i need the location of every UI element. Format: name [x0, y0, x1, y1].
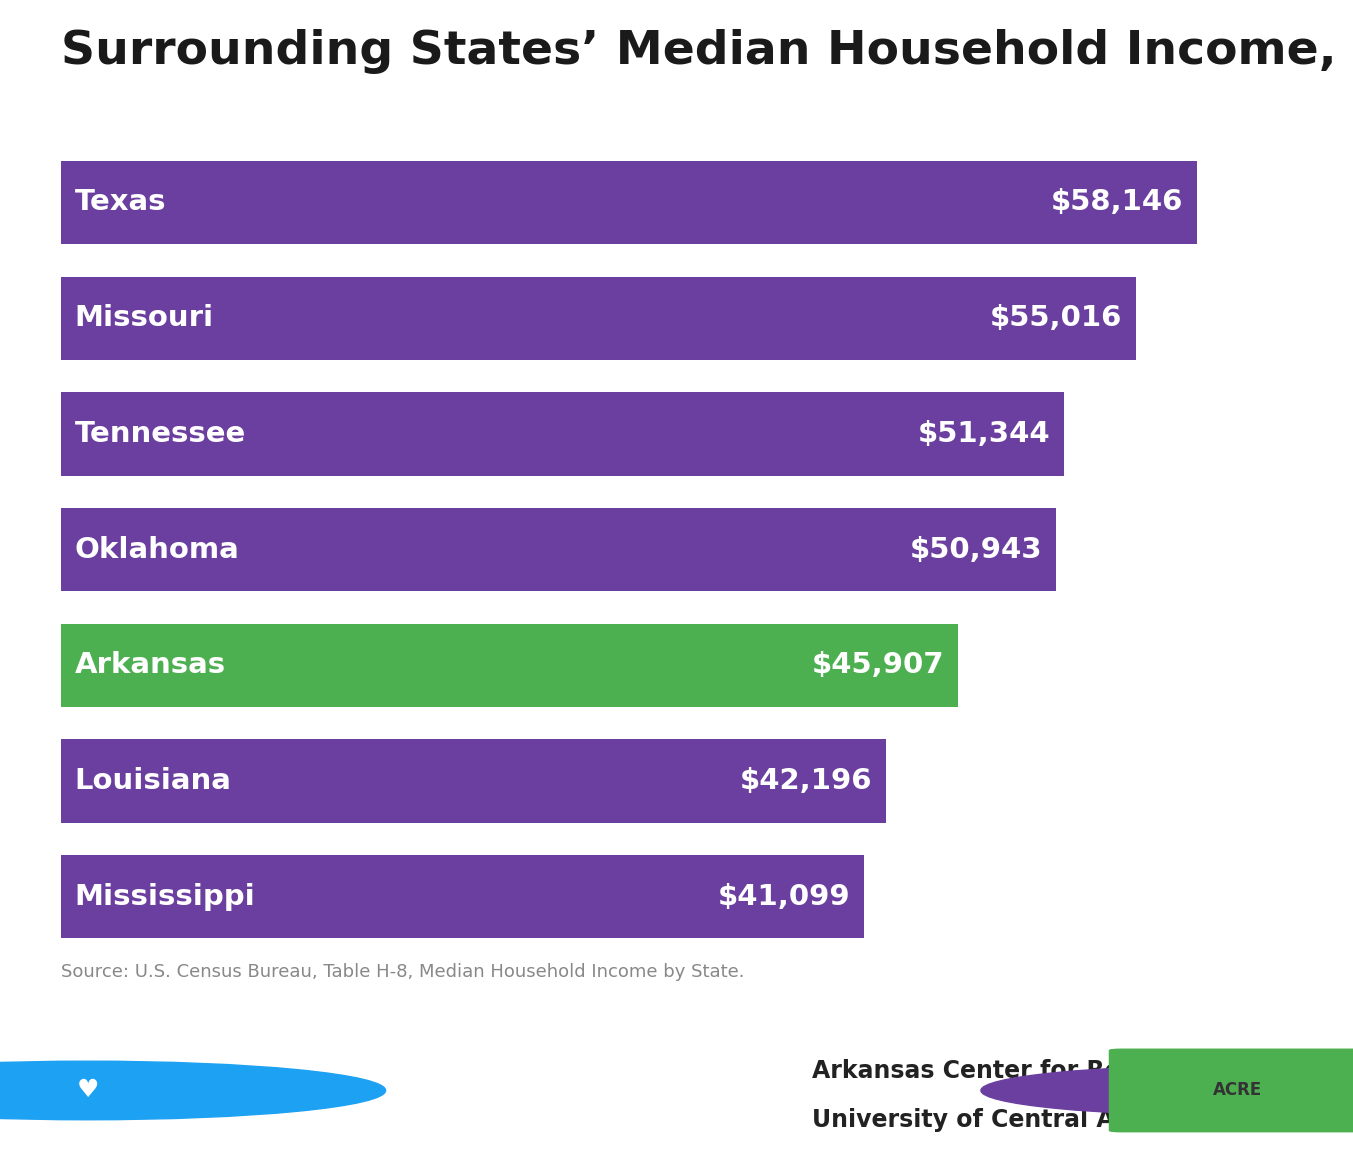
Text: Tennessee: Tennessee: [74, 420, 246, 448]
Text: $42,196: $42,196: [739, 767, 871, 795]
Text: Surrounding States’ Median Household Income, 2016: Surrounding States’ Median Household Inc…: [61, 29, 1353, 74]
Bar: [61, 508, 1057, 591]
Bar: [61, 161, 1197, 244]
Text: Arkansas: Arkansas: [74, 651, 226, 679]
Text: ACRE: ACRE: [1214, 1082, 1262, 1099]
Bar: [61, 277, 1137, 360]
Text: Missouri: Missouri: [74, 304, 214, 332]
Bar: [61, 624, 958, 707]
Text: @acre_uca: @acre_uca: [156, 1081, 279, 1100]
Bar: [61, 392, 1065, 476]
Bar: [61, 739, 885, 823]
FancyBboxPatch shape: [1109, 1049, 1353, 1132]
Text: $58,146: $58,146: [1051, 189, 1184, 216]
Text: Oklahoma: Oklahoma: [74, 536, 239, 563]
Text: $50,943: $50,943: [911, 536, 1043, 563]
Text: Source: U.S. Census Bureau, Table H-8, Median Household Income by State.: Source: U.S. Census Bureau, Table H-8, M…: [61, 963, 744, 981]
Text: $41,099: $41,099: [718, 883, 851, 911]
Text: Louisiana: Louisiana: [74, 767, 231, 795]
Text: Mississippi: Mississippi: [74, 883, 256, 911]
Text: $45,907: $45,907: [812, 651, 944, 679]
Text: Texas: Texas: [74, 189, 166, 216]
Text: Arkansas Center for Research in Economics: Arkansas Center for Research in Economic…: [812, 1059, 1353, 1083]
Text: University of Central Arkansas: University of Central Arkansas: [812, 1107, 1219, 1132]
Bar: [61, 855, 865, 938]
Circle shape: [0, 1061, 386, 1120]
Text: $51,344: $51,344: [919, 420, 1051, 448]
Circle shape: [981, 1066, 1353, 1115]
Text: ♥: ♥: [77, 1078, 99, 1103]
Text: $55,016: $55,016: [990, 304, 1123, 332]
